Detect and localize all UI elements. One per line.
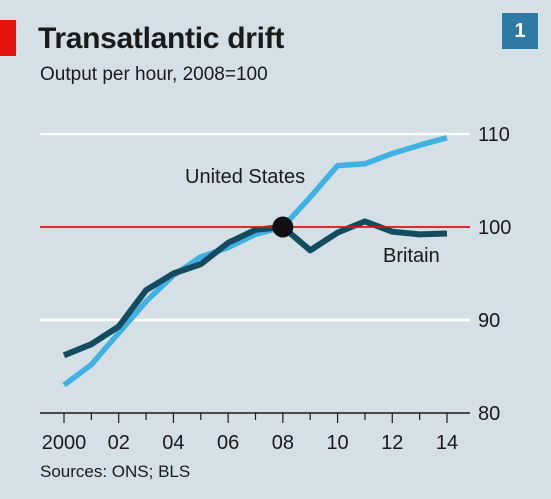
x-tick-label: 02 [108,432,130,454]
x-tick-label: 2000 [42,432,87,454]
series-label: Britain [383,245,440,267]
chart-title: Transatlantic drift [38,22,285,55]
x-tick-label: 14 [436,432,458,454]
y-tick-label: 90 [478,310,500,332]
base-year-marker [272,216,294,238]
chart-number-badge: 1 [502,13,538,49]
x-tick-label: 04 [162,432,184,454]
series-label: United States [185,166,305,188]
x-tick-label: 08 [272,432,294,454]
source-note: Sources: ONS; BLS [40,462,191,481]
x-tick-label: 12 [381,432,403,454]
chart-subtitle: Output per hour, 2008=100 [40,64,268,85]
series-line-united-states [62,135,448,388]
y-tick-label: 100 [478,217,511,239]
brand-red-mark [0,20,16,56]
series-line-britain [62,218,448,359]
y-tick-label: 110 [478,124,510,146]
x-tick-label: 06 [217,432,239,454]
x-tick-label: 10 [326,432,348,454]
y-tick-label: 80 [478,403,500,425]
